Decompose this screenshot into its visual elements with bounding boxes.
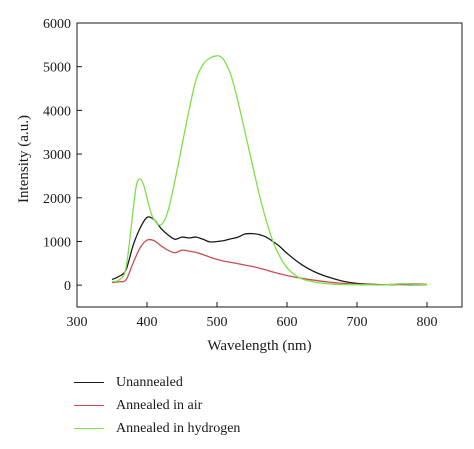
y-tick-label: 3000 bbox=[43, 148, 71, 163]
x-tick-label: 700 bbox=[347, 315, 368, 330]
y-tick-label: 0 bbox=[64, 279, 71, 294]
x-tick-label: 600 bbox=[277, 315, 298, 330]
x-tick-label: 300 bbox=[67, 315, 88, 330]
legend-label-annealed-in-air: Annealed in air bbox=[116, 397, 203, 413]
x-axis-ticks: 300 400 500 600 700 800 bbox=[67, 302, 438, 330]
legend-swatch-annealed-in-hydrogen bbox=[74, 428, 104, 429]
legend-item-annealed-in-hydrogen: Annealed in hydrogen bbox=[74, 417, 240, 440]
y-tick-label: 6000 bbox=[43, 17, 71, 32]
plot-frame bbox=[76, 22, 463, 308]
legend-item-annealed-in-air: Annealed in air bbox=[74, 394, 240, 417]
x-tick-label: 400 bbox=[137, 315, 158, 330]
line-chart: 0 1000 2000 3000 4000 5000 6000 300 400 500 600 70… bbox=[16, 17, 463, 354]
series-line-annealed-in-air bbox=[111, 238, 428, 286]
legend-swatch-annealed-in-air bbox=[74, 405, 104, 406]
plot-area bbox=[76, 22, 463, 308]
legend-label-annealed-in-hydrogen: Annealed in hydrogen bbox=[116, 420, 241, 436]
series-line-annealed-in-hydrogen bbox=[111, 55, 428, 286]
x-tick-label: 800 bbox=[417, 315, 438, 330]
legend-label-unannealed: Unannealed bbox=[116, 374, 183, 390]
y-tick-label: 5000 bbox=[43, 61, 71, 76]
legend-item-unannealed: Unannealed bbox=[74, 371, 240, 394]
y-axis-ticks: 0 1000 2000 3000 4000 5000 6000 bbox=[43, 17, 82, 294]
series-line-unannealed bbox=[111, 216, 428, 286]
y-tick-label: 2000 bbox=[43, 192, 71, 207]
y-axis-title: Intensity (a.u.) bbox=[16, 115, 32, 203]
series-layer bbox=[111, 55, 428, 286]
x-axis-title: Wavelength (nm) bbox=[207, 338, 311, 354]
legend: Unannealed Annealed in air Annealed in h… bbox=[74, 371, 240, 440]
legend-swatch-unannealed bbox=[74, 382, 104, 383]
y-tick-label: 1000 bbox=[43, 235, 71, 250]
y-tick-label: 4000 bbox=[43, 104, 71, 119]
x-tick-label: 500 bbox=[207, 315, 228, 330]
